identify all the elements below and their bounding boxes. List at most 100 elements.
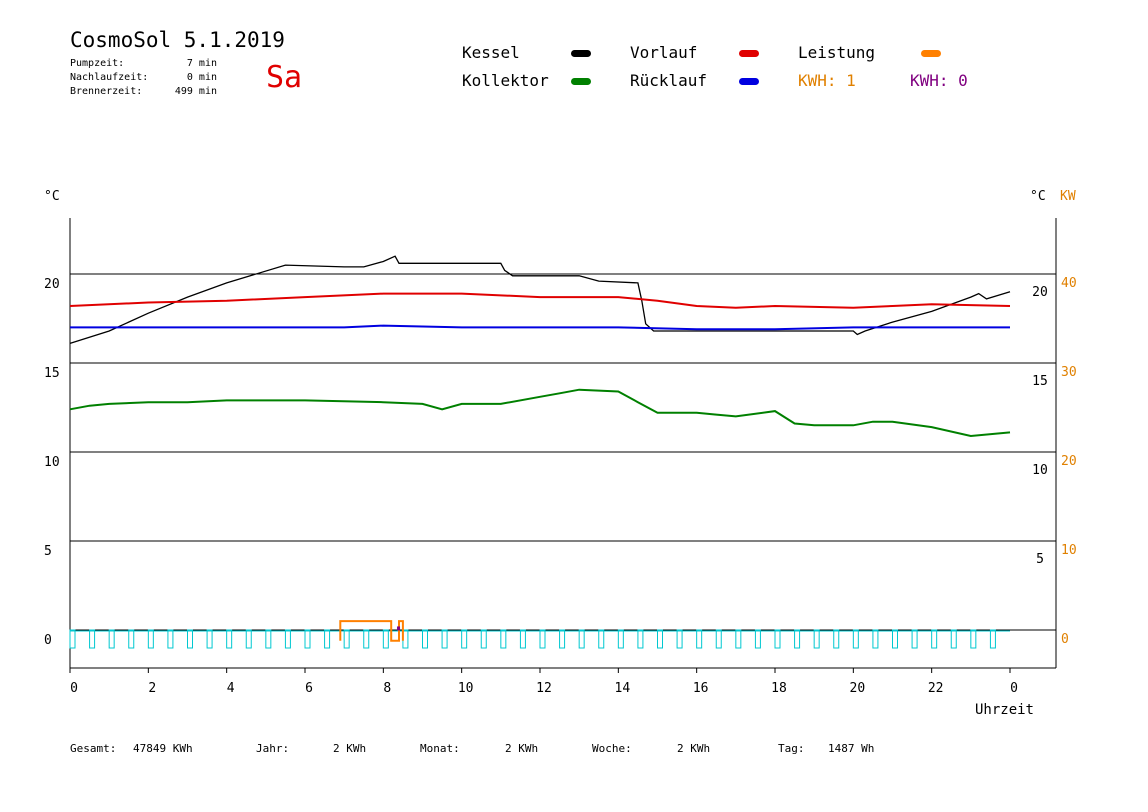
- pump-pulse: [754, 629, 761, 649]
- x-tick-label: 20: [850, 681, 866, 696]
- pump-pulse: [324, 629, 331, 649]
- pump-pulse: [128, 629, 135, 649]
- x-tick-label: 12: [536, 681, 552, 696]
- x-tick-label: 18: [771, 681, 787, 696]
- y-right-tick-label: 40: [1061, 276, 1077, 291]
- legend-swatch-ruecklauf: [739, 78, 759, 85]
- pump-pulse: [852, 629, 859, 649]
- y-right-tick-label: 10: [1061, 543, 1077, 558]
- x-tick-label: 22: [928, 681, 944, 696]
- y-right-tick-label: 0: [1061, 632, 1069, 647]
- x-tick-label: 14: [615, 681, 631, 696]
- pump-pulse: [89, 629, 96, 649]
- footer-label-tag: Tag:: [778, 742, 805, 755]
- pump-pulse: [989, 629, 996, 649]
- pump-pulse: [265, 629, 272, 649]
- pump-pulse: [422, 629, 428, 649]
- x-axis-label: Uhrzeit: [975, 702, 1034, 718]
- legend-label-vorlauf: Vorlauf: [630, 43, 698, 62]
- y-inner-tick-label: 15: [1032, 374, 1048, 389]
- pump-pulse: [480, 629, 487, 649]
- pump-pulses: [69, 629, 1010, 649]
- footer-value-gesamt: 47849 KWh: [133, 742, 193, 755]
- pump-pulse: [676, 629, 683, 649]
- kwh-marker: [397, 626, 401, 631]
- x-tick-label: 2: [148, 681, 156, 696]
- kwh-label-1: KWH: 1: [798, 71, 856, 90]
- x-tick-label: 16: [693, 681, 709, 696]
- y-right-tick-label: 30: [1061, 365, 1077, 380]
- y-inner-tick-label: 5: [1036, 552, 1044, 567]
- pump-pulse: [441, 629, 448, 649]
- pump-pulse: [774, 629, 781, 649]
- series-line-kessel: [69, 255, 1011, 345]
- series-line-vorlauf: [69, 292, 1011, 309]
- pump-pulse: [519, 629, 526, 649]
- footer-value-tag: 1487 Wh: [828, 742, 875, 755]
- pump-pulse: [794, 629, 801, 649]
- y-left-tick-label: 5: [44, 544, 52, 559]
- pump-pulse: [167, 629, 174, 649]
- pump-pulse: [539, 629, 546, 649]
- pump-pulse: [187, 629, 193, 649]
- y-left-tick-label: 20: [44, 277, 60, 292]
- x-tick-label: 0: [1010, 681, 1018, 696]
- pump-pulse: [813, 629, 820, 649]
- pump-pulse: [637, 629, 644, 649]
- pump-pulse: [578, 629, 585, 649]
- footer-value-jahr: 2 KWh: [333, 742, 367, 755]
- pump-pulse: [245, 629, 252, 649]
- stat-value-nachlaufzeit: 0 min: [186, 72, 217, 83]
- y-right-axis-label: °C: [1030, 189, 1046, 204]
- kwh-label-2: KWH: 0: [910, 71, 968, 90]
- pump-pulse: [911, 629, 918, 649]
- pump-pulse: [735, 629, 742, 649]
- legend-label-kollektor: Kollektor: [462, 71, 549, 90]
- legend-swatch-kollektor: [571, 78, 591, 85]
- legend-swatch-kessel: [571, 50, 591, 57]
- y-right-tick-label: 20: [1061, 454, 1077, 469]
- legend-label-kessel: Kessel: [462, 43, 520, 62]
- pump-pulse: [970, 629, 977, 649]
- legend-swatch-vorlauf: [739, 50, 759, 57]
- pump-pulse: [363, 629, 370, 649]
- x-tick-label: 4: [227, 681, 235, 696]
- pump-pulse: [559, 629, 566, 649]
- stat-label-brennerzeit: Brennerzeit:: [70, 86, 143, 97]
- y-inner-tick-label: 10: [1032, 463, 1048, 478]
- stat-label-pumpzeit: Pumpzeit:: [70, 58, 125, 69]
- pump-pulse: [69, 629, 76, 649]
- y-left-tick-label: 10: [44, 455, 60, 470]
- footer-label-jahr: Jahr:: [256, 742, 290, 755]
- pump-pulse: [950, 629, 957, 649]
- legend-label-ruecklauf: Rücklauf: [630, 71, 708, 90]
- pump-pulse: [226, 629, 233, 649]
- pump-pulse: [304, 629, 311, 649]
- pump-pulse: [833, 629, 840, 649]
- footer-value-monat: 2 KWh: [505, 742, 539, 755]
- pump-pulse: [715, 629, 722, 649]
- pump-pulse: [284, 629, 291, 649]
- pump-pulse: [657, 629, 663, 649]
- stat-value-pumpzeit: 7 min: [186, 58, 217, 69]
- footer-label-monat: Monat:: [420, 742, 460, 755]
- stat-value-brennerzeit: 499 min: [174, 86, 217, 97]
- pump-pulse: [892, 629, 898, 649]
- pump-pulse: [931, 629, 938, 649]
- y-inner-tick-label: 20: [1032, 285, 1048, 300]
- legend-swatch-leistung: [921, 50, 941, 57]
- series-line-leistung: [339, 620, 404, 642]
- legend-label-leistung: Leistung: [798, 43, 876, 62]
- pump-pulse: [147, 629, 154, 649]
- page-title: CosmoSol 5.1.2019: [70, 28, 285, 52]
- footer-label-gesamt: Gesamt:: [70, 742, 117, 755]
- weekday-label: Sa: [266, 60, 303, 95]
- chart-labels: 0 5 10 15 20 5 10 15 20 0 10 20 30 40 °C °C KW 0 2 4 6 8 10 12 1…: [44, 189, 1077, 718]
- chart-series: [69, 255, 1011, 649]
- x-tick-label: 10: [458, 681, 474, 696]
- stat-label-nachlaufzeit: Nachlaufzeit:: [70, 72, 149, 83]
- pump-pulse: [696, 629, 703, 649]
- pump-pulse: [206, 629, 213, 649]
- y-right-axis-unit: KW: [1060, 189, 1076, 204]
